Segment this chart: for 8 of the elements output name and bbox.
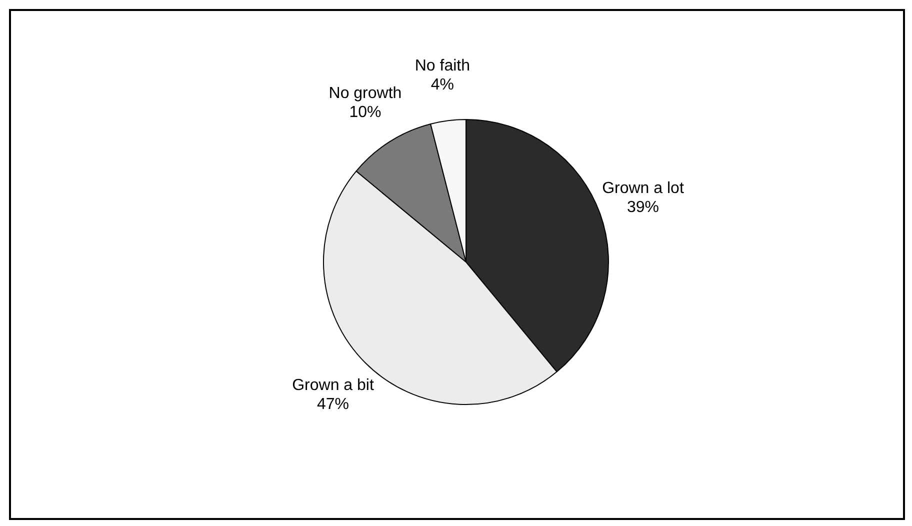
slice-label: No growth: [328, 85, 402, 102]
slice-label: Grown a lot: [602, 180, 684, 198]
data-label: 39%: [626, 199, 659, 216]
slice-label: Grown a bit: [292, 376, 374, 394]
data-label: 4%: [430, 76, 454, 94]
data-label: 10%: [349, 104, 382, 122]
slice-label: No faith: [414, 57, 470, 74]
data-label: 47%: [316, 396, 350, 413]
